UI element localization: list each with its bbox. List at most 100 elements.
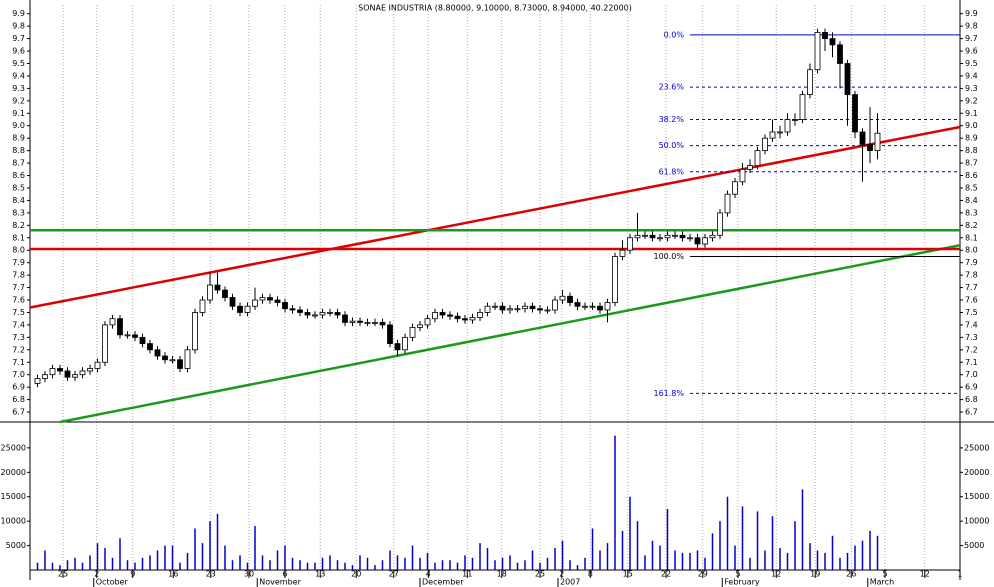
candle-body bbox=[867, 144, 873, 152]
y-tick-label: 9.7 bbox=[12, 34, 25, 43]
volume-bar bbox=[44, 550, 46, 570]
volume-bar bbox=[816, 550, 819, 570]
volume-bar bbox=[261, 555, 264, 570]
volume-bar bbox=[111, 557, 114, 570]
candle-body bbox=[814, 31, 821, 71]
x-tick-label: 2 bbox=[559, 570, 564, 579]
month-label: November bbox=[259, 578, 301, 587]
volume-bar bbox=[494, 560, 496, 570]
y-tick-label: 8.6 bbox=[12, 171, 25, 180]
candle-body bbox=[619, 249, 626, 257]
volume-bar bbox=[479, 543, 481, 570]
volume-bar bbox=[104, 548, 106, 570]
candle-body bbox=[679, 234, 686, 239]
y-tick-label: 7.5 bbox=[12, 308, 25, 317]
volume-bar bbox=[441, 560, 444, 570]
volume-bar bbox=[854, 545, 856, 570]
volume-bar bbox=[89, 555, 91, 570]
volume-bar bbox=[209, 521, 211, 570]
candle-body bbox=[222, 289, 228, 298]
y-tick-label: 7.8 bbox=[965, 271, 978, 280]
volume-bar bbox=[471, 557, 474, 570]
y-tick-label: 9.8 bbox=[12, 22, 25, 31]
y-tick-label: 9.7 bbox=[965, 34, 978, 43]
y-tick-label: 8.5 bbox=[965, 183, 978, 192]
volume-bar bbox=[614, 435, 616, 570]
candle-body bbox=[34, 378, 41, 384]
candle-body bbox=[762, 137, 768, 152]
volume-bar bbox=[381, 560, 384, 570]
candle-body bbox=[582, 305, 588, 308]
y-tick-label: 7.7 bbox=[12, 283, 25, 292]
y-tick-label: 7.2 bbox=[12, 345, 25, 354]
volume-bar bbox=[606, 543, 609, 570]
candle-body bbox=[424, 318, 431, 326]
candle-body bbox=[214, 284, 221, 291]
candle-body bbox=[327, 312, 333, 314]
volume-bar bbox=[366, 557, 369, 570]
y-tick-label: 8.2 bbox=[12, 221, 25, 230]
candle-body bbox=[507, 308, 513, 311]
candle-body bbox=[709, 234, 716, 239]
y-tick-label: 8.0 bbox=[965, 246, 978, 255]
candle-body bbox=[612, 256, 618, 303]
candle-body bbox=[349, 320, 356, 323]
volume-bar bbox=[299, 560, 301, 570]
volume-bar bbox=[419, 557, 421, 570]
candle-body bbox=[717, 212, 723, 236]
x-tick-label: 26 bbox=[846, 570, 856, 579]
month-label: February bbox=[724, 578, 760, 587]
volume-bar bbox=[689, 552, 691, 570]
volume-tick-label: 15000 bbox=[964, 492, 989, 501]
x-tick-label: 30 bbox=[244, 570, 254, 579]
volume-bar bbox=[681, 552, 684, 570]
candle-body bbox=[439, 312, 446, 316]
volume-bar bbox=[359, 555, 361, 570]
y-tick-label: 7.3 bbox=[965, 333, 978, 342]
y-tick-label: 7.4 bbox=[965, 320, 978, 329]
candle-body bbox=[702, 237, 708, 245]
x-tick-label: 6 bbox=[282, 570, 287, 579]
volume-bar bbox=[726, 496, 729, 570]
candle-body bbox=[747, 165, 753, 170]
y-tick-label: 8.6 bbox=[965, 171, 978, 180]
volume-bar bbox=[216, 513, 219, 570]
candle-body bbox=[822, 31, 828, 40]
volume-bar bbox=[554, 548, 556, 570]
candle-body bbox=[454, 315, 461, 320]
volume-bar bbox=[276, 550, 279, 570]
volume-bar bbox=[861, 540, 864, 570]
volume-tick-label: 15000 bbox=[1, 492, 26, 501]
candle-body bbox=[567, 295, 573, 303]
volume-bar bbox=[569, 560, 571, 570]
x-tick-label: 18 bbox=[497, 570, 507, 579]
y-tick-label: 9.3 bbox=[12, 84, 25, 93]
candle-body bbox=[282, 302, 288, 310]
volume-bar bbox=[156, 550, 159, 570]
candle-body bbox=[267, 297, 273, 301]
y-tick-label: 9.1 bbox=[12, 109, 25, 118]
candle-body bbox=[627, 237, 633, 251]
volume-bar bbox=[531, 550, 534, 570]
candle-body bbox=[42, 374, 48, 379]
volume-bar bbox=[561, 540, 564, 570]
x-tick-label: 16 bbox=[168, 570, 178, 579]
volume-bar bbox=[119, 538, 121, 570]
y-tick-label: 8.9 bbox=[12, 134, 25, 143]
candle-body bbox=[387, 324, 393, 344]
volume-bar bbox=[666, 508, 669, 570]
volume-bar bbox=[254, 526, 256, 570]
candle-body bbox=[537, 308, 543, 311]
y-tick-label: 7.1 bbox=[965, 358, 978, 367]
candle-body bbox=[447, 314, 453, 317]
candle-body bbox=[57, 368, 63, 372]
candle-body bbox=[559, 295, 566, 301]
candle-body bbox=[64, 370, 71, 378]
volume-bar bbox=[164, 545, 166, 570]
y-tick-label: 8.7 bbox=[965, 159, 978, 168]
y-tick-label: 8.5 bbox=[12, 183, 25, 192]
candle-body bbox=[664, 234, 671, 239]
candle-body bbox=[492, 305, 498, 308]
y-tick-label: 7.3 bbox=[12, 333, 25, 342]
